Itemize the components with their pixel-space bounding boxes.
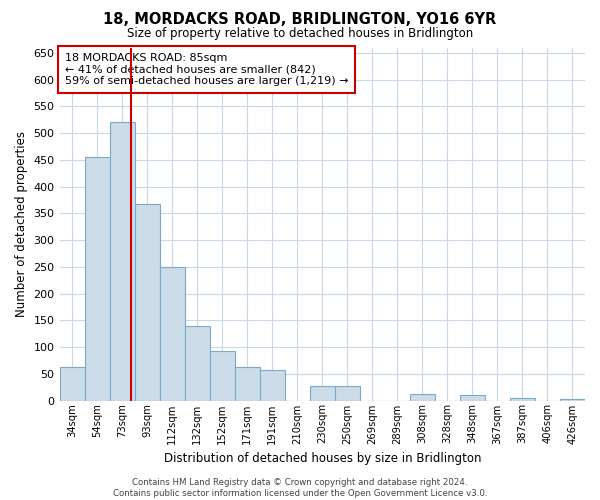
Bar (335, 386, 360, 400)
Bar (185, 326, 209, 400)
Bar (59, 368, 85, 400)
Text: 18 MORDACKS ROAD: 85sqm
← 41% of detached houses are smaller (842)
59% of semi-d: 18 MORDACKS ROAD: 85sqm ← 41% of detache… (65, 53, 348, 86)
Bar (310, 386, 335, 400)
Y-axis label: Number of detached properties: Number of detached properties (15, 131, 28, 317)
Bar (260, 370, 285, 400)
Bar (460, 395, 485, 400)
Bar (134, 204, 160, 400)
Bar (510, 398, 535, 400)
Bar (410, 394, 435, 400)
Bar (160, 267, 185, 400)
Bar (209, 351, 235, 401)
X-axis label: Distribution of detached houses by size in Bridlington: Distribution of detached houses by size … (164, 452, 481, 465)
Bar (235, 368, 260, 400)
Bar (110, 122, 134, 400)
Text: Size of property relative to detached houses in Bridlington: Size of property relative to detached ho… (127, 28, 473, 40)
Text: 18, MORDACKS ROAD, BRIDLINGTON, YO16 6YR: 18, MORDACKS ROAD, BRIDLINGTON, YO16 6YR (103, 12, 497, 28)
Bar (85, 157, 110, 400)
Text: Contains HM Land Registry data © Crown copyright and database right 2024.
Contai: Contains HM Land Registry data © Crown c… (113, 478, 487, 498)
